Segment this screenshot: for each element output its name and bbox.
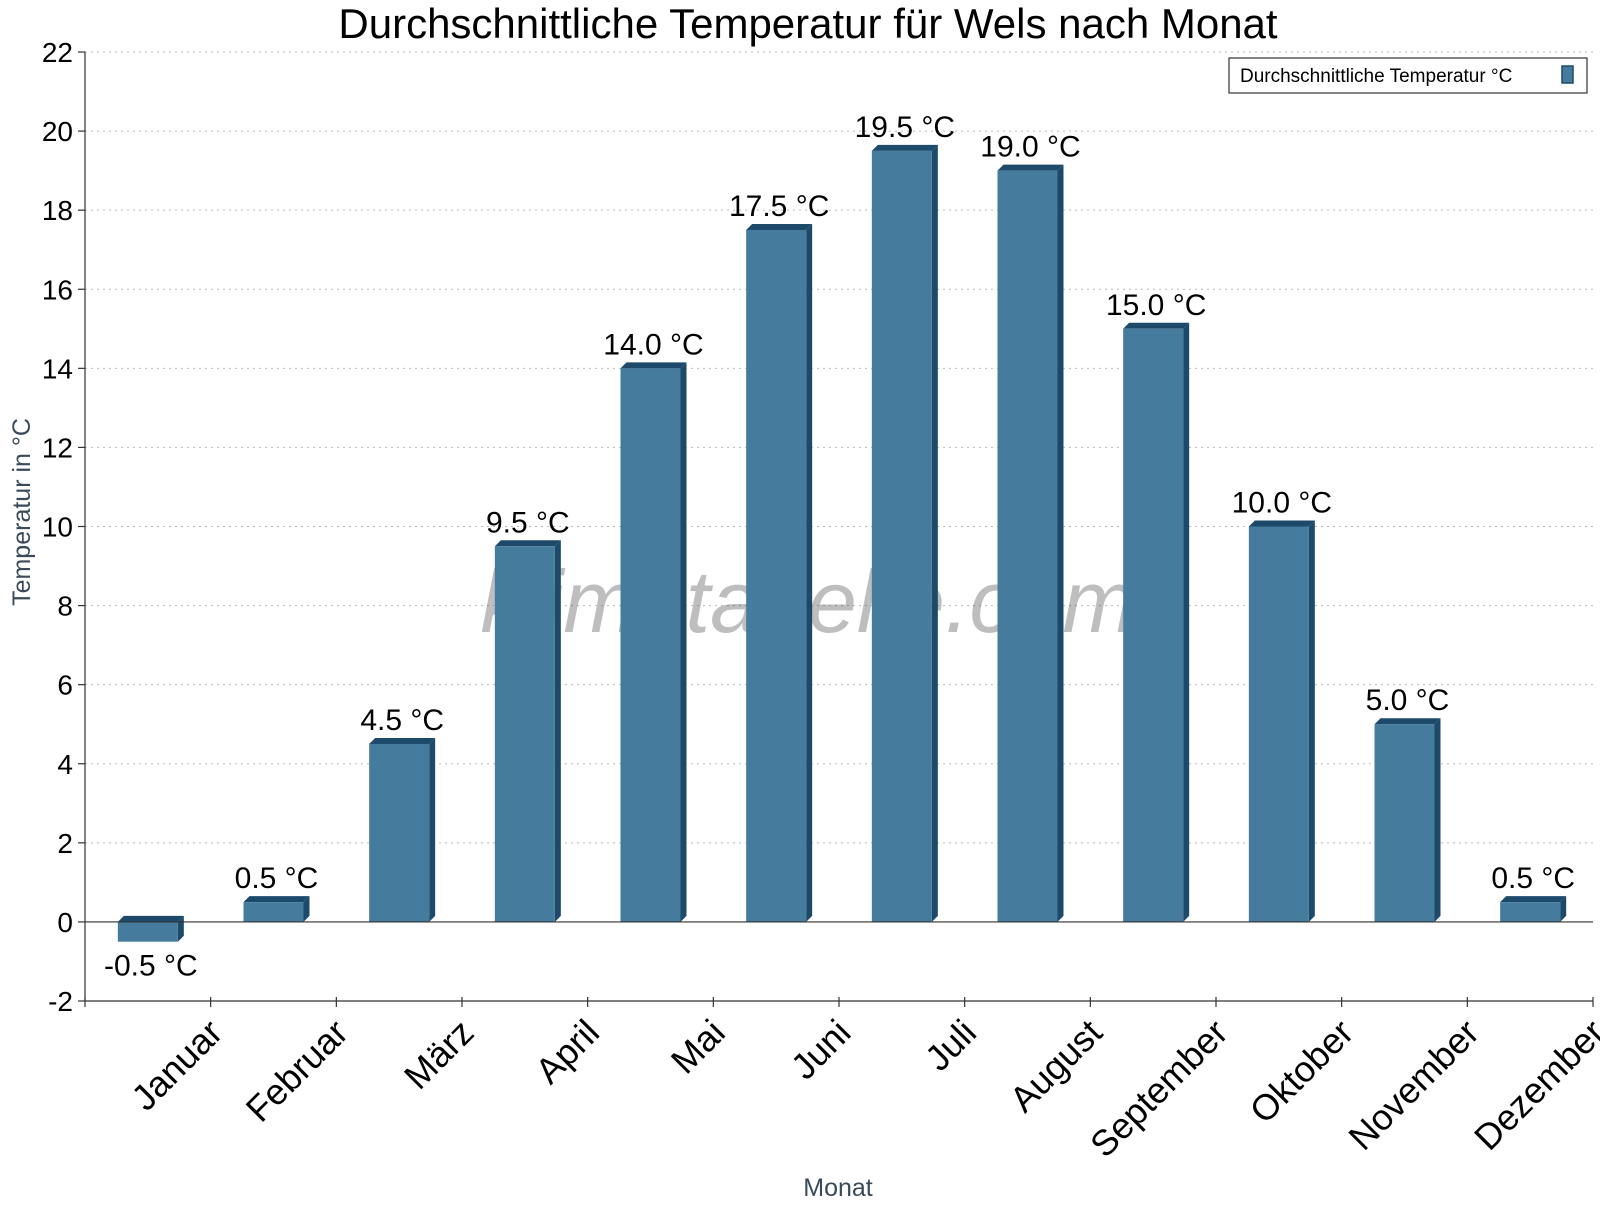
bar-side (680, 362, 687, 922)
bar-top (243, 896, 310, 903)
bar (1123, 328, 1184, 922)
bar-top (746, 223, 813, 230)
x-tick-label: Februar (238, 1011, 356, 1129)
bar-side (1057, 164, 1064, 922)
data-label: 9.5 °C (486, 506, 570, 539)
y-tick-label: 0 (57, 907, 73, 938)
data-label: 0.5 °C (235, 862, 319, 895)
y-tick-label: 14 (42, 353, 73, 384)
data-label: 4.5 °C (360, 704, 444, 737)
bar (494, 546, 555, 922)
legend[interactable]: Durchschnittliche Temperatur °C (1228, 57, 1588, 94)
x-axis-title: Monat (803, 1174, 873, 1200)
gridlines (85, 51, 1593, 923)
y-tick-label: 10 (42, 512, 73, 543)
bar-top (997, 164, 1064, 171)
bar (117, 921, 178, 942)
bar-top (871, 144, 938, 151)
x-tick-label: Juni (783, 1011, 859, 1087)
bar-top (494, 540, 561, 547)
bar (746, 229, 807, 922)
bar-top (1374, 718, 1441, 725)
x-tick-label: Juli (917, 1011, 984, 1078)
y-tick-label: 16 (42, 274, 73, 305)
bar-top (1500, 896, 1567, 903)
y-tick-label: 22 (42, 37, 73, 68)
y-tick-label: 20 (42, 116, 73, 147)
bar (620, 368, 681, 922)
bar-top (1248, 520, 1315, 527)
bar-top (117, 915, 184, 922)
x-tick-label: Januar (123, 1011, 230, 1118)
bar-side (1434, 718, 1441, 922)
legend-swatch (1561, 65, 1574, 84)
bar-side (931, 144, 938, 922)
bar (1374, 724, 1435, 922)
bar (1248, 526, 1309, 922)
y-tick-label: -2 (48, 986, 73, 1017)
bars (117, 144, 1567, 942)
x-tick-label: März (396, 1011, 482, 1097)
chart-title: Durchschnittliche Temperatur für Wels na… (338, 0, 1278, 47)
y-tick-label: 8 (57, 591, 73, 622)
bar (243, 902, 304, 922)
legend-box (1228, 57, 1588, 94)
bar-side (1183, 322, 1190, 922)
data-label: 5.0 °C (1366, 684, 1450, 717)
y-tick-label: 18 (42, 195, 73, 226)
bar-side (554, 540, 561, 922)
data-label: 10.0 °C (1232, 487, 1332, 520)
bar (871, 150, 932, 922)
data-labels: -0.5 °C 0.5 °C 4.5 °C 9.5 °C 14.0 °C 17.5 °C 1… (104, 111, 1575, 983)
data-label: 17.5 °C (729, 190, 829, 223)
bar-side (1560, 896, 1567, 922)
y-tick-label: 12 (42, 432, 73, 463)
x-tick-label: April (527, 1011, 607, 1091)
bar-top (369, 737, 436, 744)
bar (1500, 902, 1561, 922)
x-tick-label: Oktober (1242, 1011, 1362, 1131)
bar-side (303, 896, 310, 922)
data-label: 19.0 °C (980, 131, 1080, 164)
data-label: 19.5 °C (855, 111, 955, 144)
y-tick-label: 6 (57, 670, 73, 701)
y-tick-label: 4 (57, 749, 73, 780)
y-tick-label: 2 (57, 828, 73, 859)
x-tick-label: November (1340, 1011, 1486, 1157)
bar-side (806, 223, 813, 922)
x-tick-label: August (1002, 1011, 1110, 1119)
data-label: 0.5 °C (1491, 862, 1575, 895)
data-label: 14.0 °C (603, 328, 703, 361)
legend-label: Durchschnittliche Temperatur °C (1240, 66, 1512, 87)
x-tick-label: Dezember (1466, 1011, 1600, 1157)
bar-top (620, 362, 687, 369)
bar (369, 743, 430, 922)
bar-side (429, 737, 436, 922)
bar (997, 170, 1058, 922)
x-tick-label: September (1082, 1011, 1236, 1165)
x-tick-label: Mai (663, 1011, 733, 1081)
bar-top (1123, 322, 1190, 329)
bar-side (1308, 520, 1315, 922)
data-label: 15.0 °C (1106, 289, 1206, 322)
data-label: -0.5 °C (104, 950, 198, 983)
y-axis-title: Temperatur in °C (8, 418, 36, 606)
